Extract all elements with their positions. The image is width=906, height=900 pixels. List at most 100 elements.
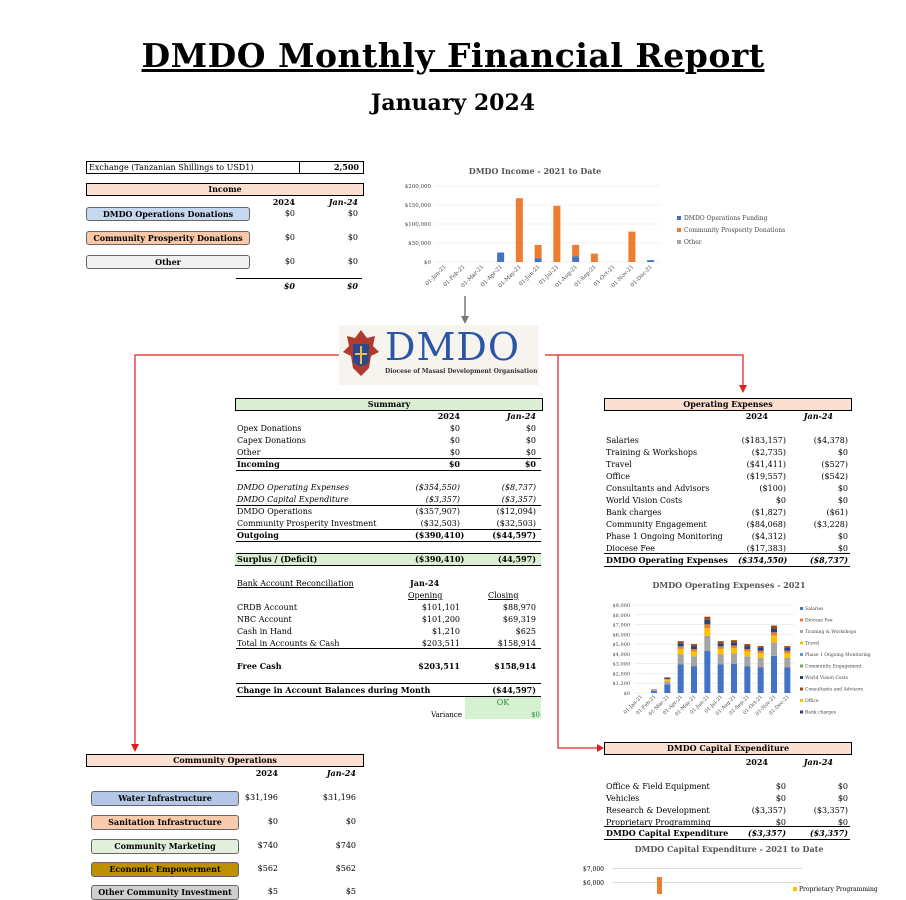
opex-legend-swatch <box>800 630 803 633</box>
opex-bar-segment <box>744 656 750 666</box>
opex-ytick: $3,000 <box>613 662 631 668</box>
opex-ytick: $9,000 <box>613 603 631 609</box>
summary-row-jan: $0 <box>491 459 536 470</box>
opex-bar-segment <box>678 649 684 654</box>
opex-ytick: $6,000 <box>613 632 631 638</box>
summary-row-label: DMDO Capital Expenditure <box>237 494 349 505</box>
opex-bar-segment <box>744 649 750 651</box>
surplus-label: Surplus / (Deficit) <box>237 554 317 565</box>
capex-legend-swatch <box>793 887 797 891</box>
opex-legend-label: World Vision Costs <box>805 675 849 681</box>
bank-closing: Closing <box>488 590 518 601</box>
capex-ytick-7000: $7,000 <box>583 864 604 875</box>
opex-header: Operating Expenses <box>604 398 852 411</box>
opex-legend-label: Training & Workshops <box>805 629 857 635</box>
surplus-jan: (44,597) <box>491 554 536 565</box>
opex-legend-label: Salaries <box>805 606 824 612</box>
opex-bar-segment <box>758 658 764 667</box>
opex-row-label: Travel <box>606 459 632 470</box>
free-cash-2024: $203,511 <box>415 661 460 672</box>
summary-row-label: Capex Donations <box>237 435 306 446</box>
summary-row-2024: $0 <box>415 435 460 446</box>
opex-bar-segment <box>718 649 724 654</box>
opex-legend-label: Diocese Fee <box>805 618 833 624</box>
capex-col-2024: 2024 <box>728 757 768 768</box>
opex-bar-segment <box>718 646 724 649</box>
opex-legend-label: Office <box>805 698 819 704</box>
capex-row-jan: $0 <box>800 781 848 792</box>
capex-row-jan: $0 <box>800 793 848 804</box>
opex-row-label: Salaries <box>606 435 639 446</box>
summary-row-label: Incoming <box>237 459 280 470</box>
opex-ytick: $0 <box>624 691 630 697</box>
opex-row-label: World Vision Costs <box>606 495 682 506</box>
capex-row-label: Research & Development <box>606 805 710 816</box>
community-row-2024: $0 <box>238 816 278 827</box>
bank-row-label: Cash in Hand <box>237 626 292 637</box>
opex-bar-segment <box>771 636 777 643</box>
opex-bar-segment <box>691 646 697 649</box>
summary-row-2024: $0 <box>415 423 460 434</box>
summary-row-jan: ($12,094) <box>491 506 536 517</box>
summary-row-2024: $0 <box>415 447 460 458</box>
opex-row-jan: $0 <box>800 483 848 494</box>
summary-row-2024: $0 <box>415 459 460 470</box>
opex-bar-segment <box>704 624 710 628</box>
opex-bar-segment <box>664 684 670 693</box>
summary-row-jan: ($44,597) <box>491 530 536 541</box>
community-row-jan: $0 <box>316 816 356 827</box>
capex-total-label: DMDO Capital Expenditure <box>606 828 728 839</box>
bank-row-opening: $101,101 <box>415 602 460 613</box>
opex-bar-segment <box>784 648 790 651</box>
surplus-2024: ($390,410) <box>415 554 460 565</box>
opex-bar-segment <box>784 646 790 648</box>
opex-row-2024: $0 <box>738 495 786 506</box>
bank-opening: Opening <box>408 590 442 601</box>
opex-total-2024: ($354,550) <box>738 555 786 566</box>
capex-row-jan: ($3,357) <box>800 805 848 816</box>
opex-bar-segment <box>718 664 724 693</box>
community-row-jan: $5 <box>316 886 356 897</box>
community-row-label: Economic Empowerment <box>91 862 239 877</box>
opex-total-jan: ($8,737) <box>800 555 848 566</box>
opex-bar-segment <box>704 617 710 620</box>
bank-row-closing: $88,970 <box>491 602 536 613</box>
opex-col-jan: Jan-24 <box>793 411 833 422</box>
summary-col-2024: 2024 <box>420 411 460 422</box>
community-row-label: Other Community Investment <box>91 885 239 900</box>
opex-bar-segment <box>771 642 777 655</box>
bank-recon-month: Jan-24 <box>410 578 439 589</box>
opex-bar-segment <box>691 649 697 651</box>
opex-row-2024: ($1,827) <box>738 507 786 518</box>
summary-row-jan: $0 <box>491 435 536 446</box>
surplus-row: Surplus / (Deficit) ($390,410) (44,597) <box>235 554 541 566</box>
summary-row-jan: $0 <box>491 423 536 434</box>
community-col-2024: 2024 <box>238 768 278 779</box>
capex-total-jan: ($3,357) <box>800 828 848 839</box>
capex-ytick-6000: $6,000 <box>583 878 604 889</box>
bank-recon-label: Bank Account Reconciliation <box>237 578 354 589</box>
opex-ytick: $2,000 <box>613 671 631 677</box>
opex-bar-segment <box>651 690 657 691</box>
opex-row-jan: ($4,378) <box>800 435 848 446</box>
summary-row-label: Community Prosperity Investment <box>237 518 376 529</box>
opex-bar-segment <box>731 645 737 648</box>
summary-row-label: Other <box>237 447 260 458</box>
opex-chart-title: DMDO Operating Expenses - 2021 <box>604 580 854 590</box>
opex-bar-segment <box>704 628 710 636</box>
community-row-jan: $740 <box>316 840 356 851</box>
opex-bar-segment <box>651 691 657 693</box>
free-cash-label: Free Cash <box>237 661 282 672</box>
bank-row-closing: $625 <box>491 626 536 637</box>
opex-bar-segment <box>691 666 697 693</box>
opex-legend-swatch <box>800 642 803 645</box>
opex-row-jan: ($3,228) <box>800 519 848 530</box>
variance-label: Variance <box>420 710 462 721</box>
opex-bar-segment <box>758 651 764 653</box>
opex-bar-segment <box>731 640 737 642</box>
opex-bar-segment <box>678 664 684 693</box>
opex-bar-segment <box>744 646 750 649</box>
bank-row-opening: $101,200 <box>415 614 460 625</box>
summary-row-jan: ($3,357) <box>491 494 536 505</box>
opex-ytick: $5,000 <box>613 642 631 648</box>
